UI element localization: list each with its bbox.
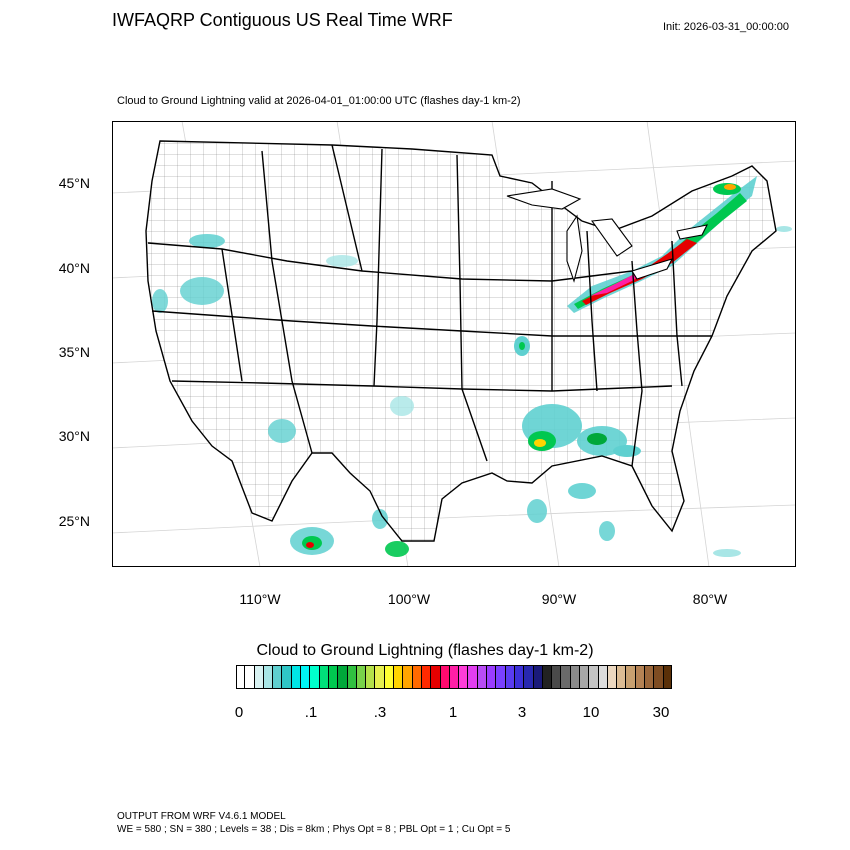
plot-subtitle: Cloud to Ground Lightning valid at 2026-… bbox=[117, 95, 521, 107]
colorbar-tick-0.3: .3 bbox=[373, 704, 387, 721]
colorbar-swatch bbox=[542, 665, 553, 689]
colorbar-swatch bbox=[505, 665, 515, 689]
state-borders bbox=[145, 140, 777, 542]
colorbar-swatch bbox=[496, 665, 506, 689]
colorbar-swatch bbox=[301, 665, 311, 689]
colorbar-swatch bbox=[347, 665, 357, 689]
colorbar-swatch bbox=[328, 665, 339, 689]
colorbar-swatch bbox=[236, 665, 246, 689]
lat-label-25n: 25°N bbox=[58, 513, 90, 529]
colorbar-title: Cloud to Ground Lightning (flashes day-1… bbox=[256, 642, 594, 659]
colorbar-swatch bbox=[366, 665, 376, 689]
colorbar-swatch bbox=[394, 665, 404, 689]
colorbar-swatch bbox=[533, 665, 543, 689]
colorbar-swatch bbox=[384, 665, 395, 689]
page-title: IWFAQRP Contiguous US Real Time WRF bbox=[112, 10, 453, 30]
colorbar-swatch bbox=[254, 665, 264, 689]
colorbar-tick-0: 0 bbox=[234, 704, 244, 721]
colorbar-swatch bbox=[263, 665, 274, 689]
colorbar-swatch bbox=[273, 665, 283, 689]
lightning-shading bbox=[152, 234, 641, 457]
colorbar-swatch bbox=[607, 665, 618, 689]
colorbar-tick-3: 3 bbox=[517, 704, 527, 721]
colorbar-swatch bbox=[282, 665, 292, 689]
colorbar-swatch bbox=[356, 665, 367, 689]
lon-label-110w: 110°W bbox=[239, 591, 281, 607]
colorbar-swatch bbox=[412, 665, 422, 689]
colorbar-swatch bbox=[626, 665, 636, 689]
colorbar-swatch bbox=[245, 665, 255, 689]
lat-label-35n: 35°N bbox=[58, 344, 90, 360]
lon-label-90w: 90°W bbox=[541, 591, 577, 607]
colorbar-swatch bbox=[459, 665, 469, 689]
colorbar-swatch bbox=[440, 665, 450, 689]
colorbar-swatch bbox=[477, 665, 488, 689]
colorbar-tick-30: 30 bbox=[652, 704, 670, 721]
colorbar-swatch bbox=[579, 665, 590, 689]
colorbar-swatch bbox=[514, 665, 525, 689]
colorbar-swatch bbox=[431, 665, 441, 689]
colorbar-swatch bbox=[487, 665, 497, 689]
colorbar-swatch bbox=[375, 665, 385, 689]
colorbar-tick-0.1: .1 bbox=[304, 704, 318, 721]
colorbar-swatch bbox=[635, 665, 646, 689]
colorbar bbox=[236, 665, 672, 689]
lightning-map bbox=[112, 121, 796, 567]
colorbar-swatch bbox=[421, 665, 432, 689]
colorbar-tick-10: 10 bbox=[582, 704, 600, 721]
colorbar-swatch bbox=[598, 665, 608, 689]
colorbar-swatch bbox=[319, 665, 329, 689]
colorbar-swatch bbox=[645, 665, 655, 689]
lat-label-30n: 30°N bbox=[58, 428, 90, 444]
colorbar-swatch bbox=[552, 665, 562, 689]
colorbar-swatch bbox=[291, 665, 302, 689]
great-lakes bbox=[506, 188, 708, 283]
lon-label-100w: 100°W bbox=[387, 591, 431, 607]
colorbar-swatch bbox=[589, 665, 599, 689]
colorbar-swatch bbox=[524, 665, 534, 689]
colorbar-swatch bbox=[663, 665, 672, 689]
colorbar-swatch bbox=[468, 665, 478, 689]
lat-label-40n: 40°N bbox=[58, 260, 90, 276]
lon-label-80w: 80°W bbox=[692, 591, 728, 607]
colorbar-swatch bbox=[338, 665, 348, 689]
colorbar-tick-1: 1 bbox=[448, 704, 458, 721]
footer-config-info: WE = 580 ; SN = 380 ; Levels = 38 ; Dis … bbox=[117, 824, 511, 835]
colorbar-swatch bbox=[561, 665, 571, 689]
colorbar-swatch bbox=[310, 665, 320, 689]
colorbar-swatch bbox=[449, 665, 460, 689]
colorbar-swatch bbox=[654, 665, 664, 689]
footer-model-info: OUTPUT FROM WRF V4.6.1 MODEL bbox=[117, 811, 286, 822]
lat-label-45n: 45°N bbox=[58, 175, 90, 191]
colorbar-swatch bbox=[570, 665, 580, 689]
colorbar-swatch bbox=[617, 665, 627, 689]
init-time-label: Init: 2026-03-31_00:00:00 bbox=[663, 21, 789, 33]
colorbar-swatch bbox=[403, 665, 413, 689]
